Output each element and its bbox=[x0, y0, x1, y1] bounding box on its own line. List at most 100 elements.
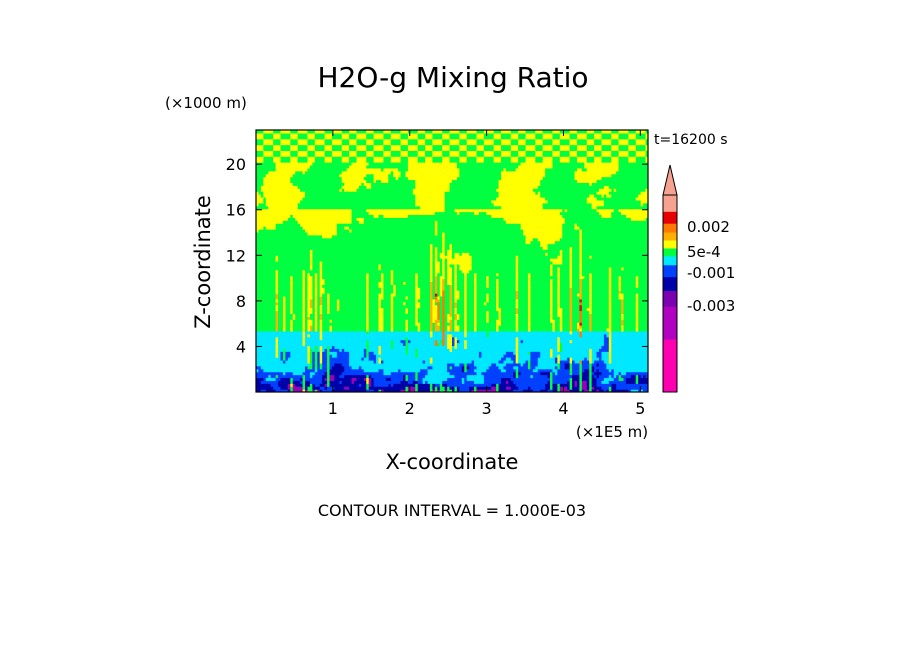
field-cell bbox=[552, 266, 558, 271]
field-cell bbox=[579, 266, 583, 271]
field-cell bbox=[601, 386, 610, 390]
field-cell bbox=[366, 278, 370, 282]
field-cell bbox=[295, 217, 353, 221]
field-cell bbox=[322, 261, 431, 265]
field-cell bbox=[525, 130, 536, 134]
field-cell bbox=[317, 348, 321, 352]
field-cell bbox=[572, 371, 580, 376]
field-cell bbox=[452, 269, 456, 274]
field-cell bbox=[378, 263, 382, 268]
field-cell bbox=[449, 185, 500, 189]
y-axis-label: Z-coordinate bbox=[191, 195, 215, 329]
field-cell bbox=[278, 310, 284, 314]
field-cell bbox=[439, 284, 443, 288]
field-cell bbox=[282, 316, 286, 320]
field-cell bbox=[515, 351, 519, 355]
field-cell bbox=[327, 357, 331, 361]
field-cell bbox=[317, 345, 321, 349]
field-cell bbox=[368, 327, 380, 332]
field-cell bbox=[591, 386, 595, 390]
field-cell bbox=[434, 284, 438, 288]
field-cell bbox=[275, 389, 289, 392]
field-cell bbox=[515, 295, 519, 300]
field-cell bbox=[645, 130, 648, 134]
field-cell bbox=[407, 153, 419, 157]
field-cell bbox=[393, 272, 416, 277]
field-cell bbox=[442, 301, 446, 306]
field-cell bbox=[608, 304, 612, 309]
field-cell bbox=[456, 162, 522, 166]
field-cell bbox=[331, 354, 338, 358]
field-cell bbox=[488, 333, 580, 338]
field-cell bbox=[344, 182, 362, 186]
field-cell bbox=[459, 263, 473, 268]
field-cell bbox=[510, 130, 519, 134]
field-cell bbox=[569, 290, 573, 294]
field-cell bbox=[383, 159, 392, 163]
field-cell bbox=[309, 298, 313, 303]
field-cell bbox=[378, 281, 384, 285]
field-cell bbox=[452, 252, 456, 256]
field-cell bbox=[496, 196, 546, 201]
field-cell bbox=[309, 164, 350, 169]
field-cell bbox=[312, 319, 316, 323]
field-cell bbox=[302, 322, 306, 326]
field-cell bbox=[317, 319, 321, 323]
field-cell bbox=[405, 170, 460, 175]
field-cell bbox=[496, 327, 500, 332]
field-cell bbox=[557, 342, 561, 347]
field-cell bbox=[329, 327, 333, 332]
field-cell bbox=[383, 359, 424, 364]
field-cell bbox=[442, 383, 448, 387]
field-cell bbox=[263, 150, 274, 154]
field-cell bbox=[535, 153, 544, 157]
field-cell bbox=[594, 159, 603, 163]
field-cell bbox=[319, 357, 323, 361]
field-cell bbox=[611, 345, 648, 349]
field-cell bbox=[309, 301, 313, 306]
field-cell bbox=[581, 368, 585, 373]
field-cell bbox=[280, 386, 289, 390]
field-cell bbox=[466, 322, 475, 326]
field-cell bbox=[554, 357, 558, 361]
field-cell bbox=[292, 371, 304, 376]
field-cell bbox=[327, 380, 331, 384]
field-cell bbox=[447, 272, 453, 277]
field-cell bbox=[608, 281, 612, 285]
field-cell bbox=[613, 374, 617, 379]
field-cell bbox=[581, 231, 648, 236]
field-cell bbox=[444, 284, 451, 288]
field-cell bbox=[309, 348, 313, 352]
field-cell bbox=[527, 316, 531, 320]
field-cell bbox=[432, 327, 436, 332]
field-cell bbox=[491, 362, 497, 367]
field-cell bbox=[501, 141, 512, 146]
field-cell bbox=[290, 176, 343, 181]
field-cell bbox=[569, 362, 573, 367]
field-cell bbox=[591, 202, 605, 207]
field-cell bbox=[356, 217, 365, 221]
field-cell bbox=[452, 325, 456, 329]
colorbar-segment bbox=[663, 211, 677, 225]
field-cell bbox=[368, 162, 409, 166]
field-cell bbox=[569, 266, 573, 271]
field-cell bbox=[278, 290, 291, 294]
field-cell bbox=[290, 153, 299, 157]
field-cell bbox=[439, 281, 443, 285]
field-cell bbox=[586, 141, 595, 146]
field-cell bbox=[518, 266, 551, 271]
field-cell bbox=[591, 322, 610, 326]
field-cell bbox=[452, 284, 456, 288]
field-cell bbox=[569, 130, 578, 134]
field-cell bbox=[407, 295, 416, 300]
field-cell bbox=[515, 325, 519, 329]
field-cell bbox=[447, 368, 463, 373]
field-cell bbox=[564, 365, 571, 370]
field-cell bbox=[329, 295, 367, 300]
field-cell bbox=[398, 176, 409, 181]
field-cell bbox=[510, 135, 519, 140]
field-cell bbox=[432, 144, 443, 149]
field-cell bbox=[449, 386, 456, 390]
field-cell bbox=[569, 319, 573, 323]
field-cell bbox=[425, 156, 433, 160]
